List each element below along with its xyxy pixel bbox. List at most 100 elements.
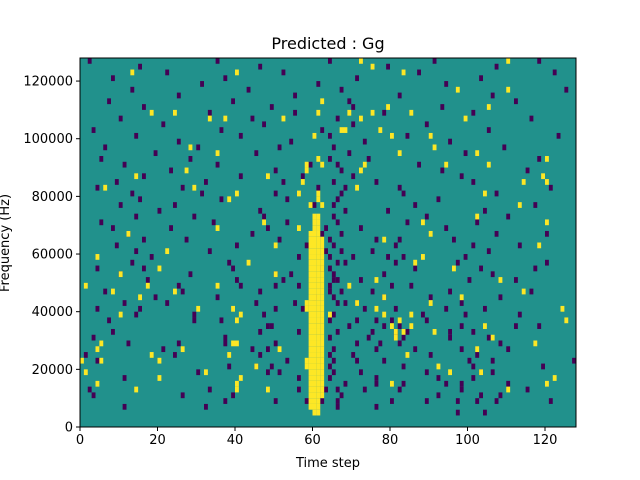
- heatmap-cell-low: [537, 156, 542, 162]
- heatmap-cell-high: [545, 179, 549, 185]
- heatmap-cell-low: [297, 386, 301, 393]
- heatmap-cell-low: [506, 380, 511, 387]
- heatmap-cell-low: [339, 167, 344, 174]
- heatmap-cell-low: [134, 311, 139, 318]
- heatmap-cell-high: [316, 219, 321, 226]
- heatmap-cell-low: [548, 398, 553, 404]
- heatmap-cell-low: [339, 86, 344, 93]
- heatmap-cell-low: [300, 305, 305, 312]
- heatmap-cell-low: [114, 179, 119, 185]
- heatmap-cell-high: [308, 311, 313, 318]
- heatmap-cell-high: [316, 392, 321, 399]
- heatmap-cell-high: [312, 294, 317, 301]
- heatmap-cell-low: [254, 300, 259, 306]
- heatmap-cell-low: [316, 81, 321, 87]
- heatmap-cell-low: [374, 179, 379, 185]
- heatmap-cell-low: [165, 300, 170, 306]
- heatmap-cell-high: [308, 282, 313, 289]
- heatmap-cell-high: [312, 225, 317, 231]
- heatmap-cell-high: [320, 346, 325, 353]
- heatmap-cell-high: [312, 277, 317, 283]
- heatmap-cell-low: [490, 369, 495, 376]
- heatmap-cell-low: [397, 92, 402, 99]
- heatmap-cell-high: [308, 328, 313, 335]
- heatmap-cell-low: [514, 98, 518, 105]
- heatmap-cell-low: [95, 305, 100, 312]
- heatmap-cell-high: [320, 386, 325, 393]
- heatmap-cell-low: [262, 213, 266, 220]
- y-tick-label: 0: [65, 421, 73, 436]
- heatmap-cell-high: [506, 86, 511, 93]
- heatmap-cell-low: [413, 346, 418, 353]
- heatmap-cell-low: [130, 259, 135, 266]
- heatmap-cell-low: [289, 271, 294, 278]
- x-tick-label: 60: [304, 433, 321, 448]
- heatmap-cell-low: [362, 386, 367, 393]
- heatmap-cell-low: [432, 58, 437, 64]
- heatmap-cell-high: [300, 179, 305, 185]
- heatmap-cell-low: [145, 277, 150, 283]
- heatmap-cell-high: [235, 69, 239, 76]
- heatmap-cell-low: [169, 167, 173, 174]
- heatmap-cell-low: [297, 375, 301, 381]
- heatmap-cell-high: [316, 346, 321, 353]
- heatmap-cell-low: [498, 340, 503, 347]
- heatmap-cell-low: [424, 213, 429, 220]
- heatmap-cell-low: [215, 294, 220, 301]
- heatmap-cell-low: [304, 398, 309, 404]
- heatmap-cell-high: [103, 184, 108, 191]
- heatmap-cell-high: [95, 380, 100, 387]
- heatmap-cell-high: [231, 340, 235, 347]
- x-axis-label: Time step: [295, 456, 360, 471]
- heatmap-cell-high: [320, 340, 325, 347]
- heatmap-cell-low: [308, 161, 313, 168]
- heatmap-cell-high: [83, 369, 88, 376]
- heatmap-cell-high: [316, 340, 321, 347]
- y-tick-label: 80000: [32, 190, 73, 205]
- heatmap-cell-low: [452, 236, 456, 243]
- heatmap-cell-low: [134, 132, 139, 139]
- heatmap-cell-high: [432, 144, 437, 151]
- heatmap-cell-low: [83, 352, 88, 358]
- heatmap-cell-high: [316, 386, 321, 393]
- heatmap-cell-high: [397, 150, 402, 157]
- heatmap-cell-high: [165, 248, 170, 255]
- heatmap-cell-low: [382, 271, 387, 278]
- heatmap-cell-low: [362, 305, 367, 312]
- heatmap-cell-low: [277, 236, 282, 243]
- heatmap-cell-high: [312, 288, 317, 295]
- heatmap-cell-low: [339, 248, 344, 255]
- heatmap-cell-high: [308, 202, 313, 208]
- heatmap-cell-low: [180, 184, 185, 191]
- heatmap-cell-low: [99, 219, 104, 226]
- heatmap-cell-low: [436, 196, 441, 203]
- heatmap-cell-high: [312, 363, 317, 370]
- heatmap-cell-high: [320, 271, 325, 278]
- heatmap-cell-low: [266, 346, 270, 353]
- heatmap-cell-low: [91, 334, 96, 341]
- heatmap-cell-low: [227, 259, 232, 266]
- heatmap-cell-low: [393, 259, 398, 266]
- heatmap-cell-low: [331, 294, 336, 301]
- heatmap-cell-low: [335, 115, 340, 122]
- heatmap-cell-high: [231, 305, 235, 312]
- heatmap-cell-low: [95, 357, 100, 364]
- heatmap-cell-low: [297, 282, 301, 289]
- heatmap-cell-high: [308, 380, 313, 387]
- heatmap-cell-low: [204, 179, 208, 185]
- x-tick-label: 40: [227, 433, 244, 448]
- heatmap-cell-high: [521, 288, 526, 295]
- heatmap-cell-low: [250, 115, 255, 122]
- heatmap-cell-low: [455, 259, 460, 266]
- heatmap-cell-low: [258, 63, 263, 70]
- heatmap-cell-high: [312, 259, 317, 266]
- heatmap-cell-low: [138, 196, 142, 203]
- heatmap-cell-low: [95, 265, 100, 272]
- heatmap-cell-high: [308, 259, 313, 266]
- heatmap-cell-low: [537, 323, 542, 329]
- heatmap-cell-high: [316, 317, 321, 324]
- heatmap-cell-low: [142, 265, 146, 272]
- heatmap-cell-high: [308, 392, 313, 399]
- heatmap-cell-low: [87, 58, 92, 64]
- heatmap-cell-low: [138, 63, 142, 70]
